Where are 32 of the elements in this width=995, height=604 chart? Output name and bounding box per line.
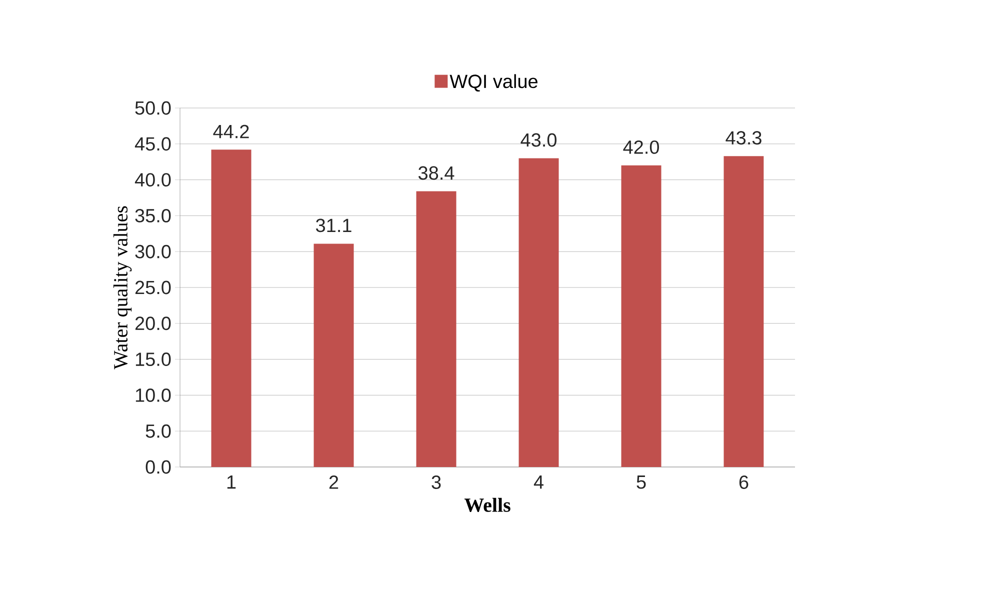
x-tick-label: 1: [227, 476, 236, 489]
y-tick-label: 45.0: [134, 137, 171, 151]
y-tick-label: 35.0: [135, 208, 171, 222]
data-label: 42.0: [623, 140, 659, 154]
y-tick-label: 0.0: [146, 460, 171, 474]
x-tick-label: 6: [739, 476, 748, 489]
data-label: 44.2: [213, 124, 249, 138]
y-tick-label: 20.0: [135, 316, 171, 330]
bar: [211, 150, 252, 467]
y-tick-label: 5.0: [146, 424, 171, 438]
y-tick-label: 15.0: [136, 352, 171, 366]
x-tick-label: 4: [534, 476, 544, 489]
x-tick-label: 3: [432, 476, 441, 489]
y-axis-title: Water quality values: [113, 206, 132, 370]
y-tick-label: 10.0: [136, 388, 171, 402]
bar: [621, 165, 662, 467]
bar: [518, 158, 559, 467]
y-tick-label: 50.0: [135, 101, 171, 115]
data-label: 31.1: [316, 218, 352, 232]
legend-label: WQI value: [450, 74, 538, 92]
y-tick-label: 30.0: [135, 244, 171, 258]
x-tick-label: 2: [329, 476, 338, 489]
x-tick-label: 5: [636, 476, 646, 489]
bar: [314, 244, 354, 467]
y-tick-label: 40.0: [134, 173, 171, 187]
x-axis-title: Wells: [464, 498, 510, 512]
data-label: 43.0: [520, 133, 556, 147]
bar: [724, 156, 764, 467]
y-tick-label: 25.0: [135, 280, 171, 294]
data-label: 38.4: [418, 166, 454, 180]
data-label: 43.3: [726, 131, 762, 145]
bar: [416, 191, 456, 467]
